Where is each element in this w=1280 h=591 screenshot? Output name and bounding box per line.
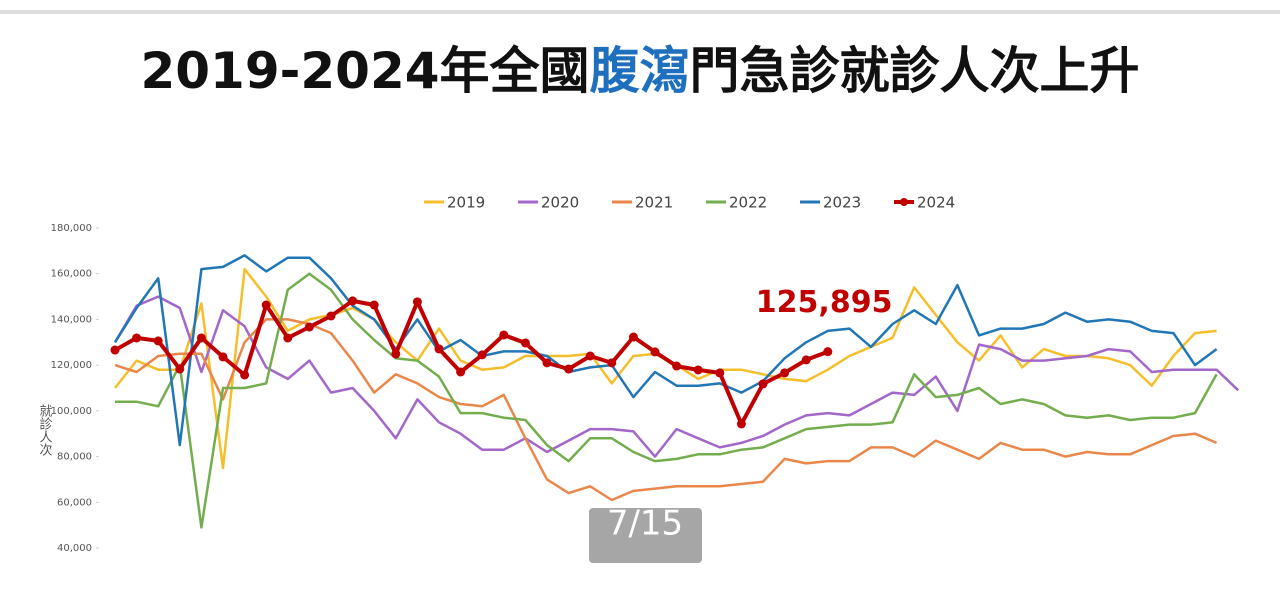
page-indicator-bg bbox=[589, 508, 702, 563]
y-tick-label: 180,000 bbox=[51, 223, 92, 234]
series-marker bbox=[326, 311, 336, 321]
series-marker bbox=[542, 358, 552, 368]
series-marker bbox=[369, 300, 379, 310]
series-marker bbox=[110, 345, 120, 355]
series-marker bbox=[434, 344, 444, 354]
series-line bbox=[114, 267, 1217, 470]
title-part: 2019-2024年全國 bbox=[140, 42, 589, 100]
legend-label: 2022 bbox=[729, 194, 767, 212]
title-part: 門急診就診人次上升 bbox=[690, 42, 1140, 100]
series-marker bbox=[715, 368, 725, 378]
series-marker bbox=[564, 364, 574, 374]
legend-item: 2024 bbox=[894, 194, 955, 212]
series-marker bbox=[456, 367, 466, 377]
series-marker bbox=[758, 379, 768, 389]
series-marker bbox=[391, 349, 401, 359]
value-label: 125,895 bbox=[756, 285, 893, 320]
series-line bbox=[114, 298, 829, 426]
series-marker bbox=[304, 322, 314, 332]
series-marker bbox=[240, 370, 250, 380]
y-tick-label: 160,000 bbox=[51, 269, 92, 280]
y-tick-label: 100,000 bbox=[51, 406, 92, 417]
legend-item: 2022 bbox=[706, 194, 767, 212]
legend-item: 2019 bbox=[424, 194, 485, 212]
series-marker bbox=[693, 365, 703, 375]
series-marker bbox=[823, 347, 833, 357]
series-marker bbox=[672, 361, 682, 371]
y-tick-label: 80,000 bbox=[57, 452, 92, 463]
legend-label: 2023 bbox=[823, 194, 861, 212]
legend-item: 2020 bbox=[518, 194, 579, 212]
series-marker bbox=[175, 364, 185, 374]
series-marker bbox=[218, 352, 228, 362]
series-marker bbox=[736, 419, 746, 429]
series-marker bbox=[477, 350, 487, 360]
legend-marker bbox=[900, 198, 908, 206]
series-marker bbox=[628, 332, 638, 342]
series-marker bbox=[780, 368, 790, 378]
page-indicator: 7/15 bbox=[607, 504, 683, 544]
series-marker bbox=[412, 297, 422, 307]
legend-label: 2020 bbox=[541, 194, 579, 212]
y-tick-label: 40,000 bbox=[57, 543, 92, 554]
legend-label: 2021 bbox=[635, 194, 673, 212]
legend-item: 2023 bbox=[800, 194, 861, 212]
y-tick-label: 120,000 bbox=[51, 360, 92, 371]
series-marker bbox=[348, 296, 358, 306]
series-marker bbox=[283, 333, 293, 343]
series-marker bbox=[153, 336, 163, 346]
series-marker bbox=[607, 358, 617, 368]
y-tick-label: 60,000 bbox=[57, 497, 92, 508]
series-marker bbox=[261, 300, 271, 310]
series-marker bbox=[585, 351, 595, 361]
series-line bbox=[113, 254, 1218, 447]
legend-label: 2019 bbox=[447, 194, 485, 212]
top-bar bbox=[0, 10, 1280, 14]
series-marker bbox=[196, 333, 206, 343]
series-marker bbox=[520, 338, 530, 348]
series-line bbox=[115, 272, 1218, 529]
legend-item: 2021 bbox=[612, 194, 673, 212]
legend-label: 2024 bbox=[917, 194, 955, 212]
series-line bbox=[114, 318, 1218, 502]
series-marker bbox=[801, 355, 811, 365]
chart-title: 2019-2024年全國腹瀉門急診就診人次上升 bbox=[140, 42, 1139, 100]
series-marker bbox=[499, 330, 509, 340]
title-highlight: 腹瀉 bbox=[590, 42, 690, 100]
series-line bbox=[113, 295, 1240, 458]
series-marker bbox=[132, 333, 142, 343]
y-axis-label: 就診人次 bbox=[37, 404, 53, 456]
y-tick-label: 140,000 bbox=[51, 314, 92, 325]
series-marker bbox=[650, 347, 660, 357]
